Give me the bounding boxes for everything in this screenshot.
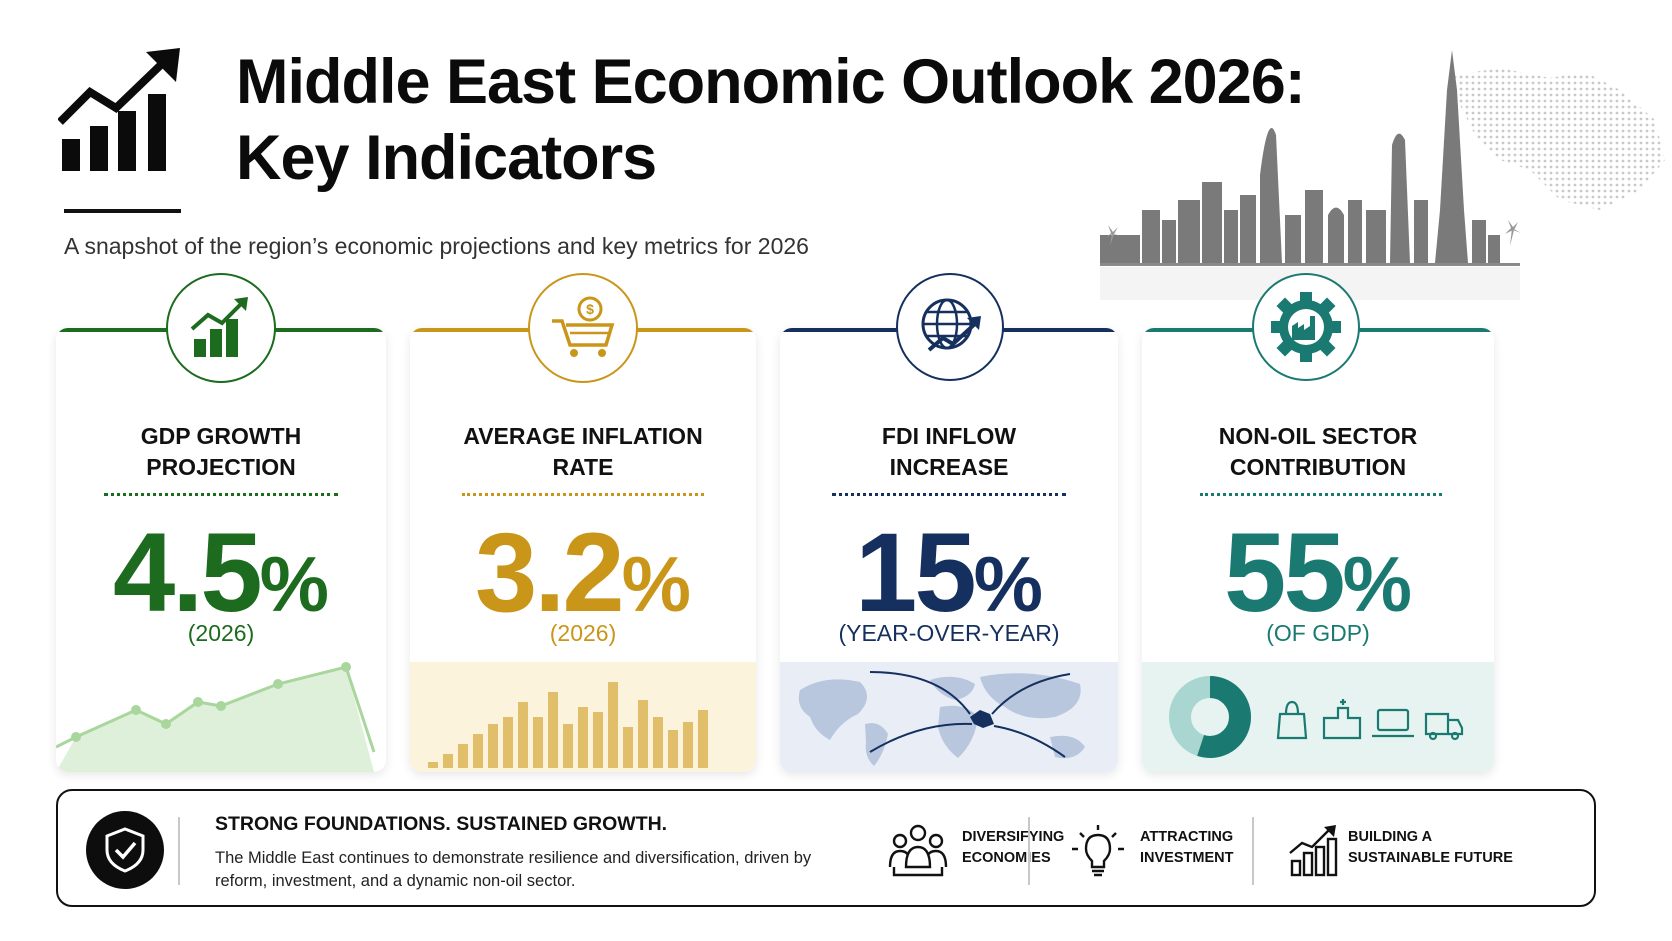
pillar-label: ATTRACTING INVESTMENT bbox=[1140, 829, 1234, 866]
fdi-inflow-card: FDI INFLOW INCREASE 15% (YEAR-OVER-YEAR) bbox=[780, 328, 1118, 772]
growth-bar-chart-icon bbox=[58, 48, 180, 171]
card-dotted-divider bbox=[104, 493, 338, 496]
rising-bars-icon bbox=[1289, 825, 1338, 877]
card-label: AVERAGE INFLATION RATE bbox=[463, 423, 703, 480]
growth-chart-icon bbox=[166, 273, 276, 383]
pillar-label: BUILDING A SUSTAINABLE FUTURE bbox=[1348, 829, 1513, 866]
summary-text: The Middle East continues to demonstrate… bbox=[215, 849, 812, 890]
sector-share-decoration bbox=[1142, 662, 1494, 772]
panel-divider bbox=[178, 817, 180, 885]
card-value: 3.2% bbox=[474, 510, 692, 635]
non-oil-sector-card: NON-OIL SECTOR CONTRIBUTION 55% (OF GDP) bbox=[1142, 328, 1494, 772]
summary-heading: STRONG FOUNDATIONS. SUSTAINED GROWTH. bbox=[215, 813, 668, 835]
shopping-cart-dollar-icon: $ bbox=[528, 273, 638, 383]
pillar-attracting-investment: ATTRACTING INVESTMENT bbox=[1070, 817, 1250, 881]
card-label: NON-OIL SECTOR CONTRIBUTION bbox=[1218, 423, 1418, 480]
pillar-label: DIVERSIFYING ECONOMIES bbox=[962, 829, 1065, 866]
page-subtitle: A snapshot of the region’s economic proj… bbox=[64, 233, 809, 259]
world-map-flows-decoration bbox=[780, 662, 1118, 772]
pillar-diversifying-economies: DIVERSIFYING ECONOMIES bbox=[888, 817, 1068, 881]
globe-arrow-icon bbox=[896, 273, 1004, 381]
summary-panel: STRONG FOUNDATIONS. SUSTAINED GROWTH. Th… bbox=[56, 789, 1596, 907]
inflation-rate-card: AVERAGE INFLATION RATE 3.2% (2026) bbox=[410, 328, 756, 772]
gdp-growth-card: GDP GROWTH PROJECTION 4.5% (2026) bbox=[56, 328, 386, 772]
bar-histogram-decoration bbox=[410, 662, 756, 772]
donut-share-arc bbox=[1169, 676, 1251, 758]
panel-divider bbox=[1028, 817, 1030, 885]
card-dotted-divider bbox=[832, 493, 1066, 496]
card-value: 4.5% bbox=[112, 510, 330, 635]
card-dotted-divider bbox=[1200, 493, 1442, 496]
card-note: (2026) bbox=[187, 620, 255, 646]
card-value: 15% bbox=[855, 510, 1043, 635]
card-note: (YEAR-OVER-YEAR) bbox=[838, 620, 1060, 646]
card-label: FDI INFLOW INCREASE bbox=[881, 423, 1017, 480]
city-skyline-illustration bbox=[1100, 50, 1665, 300]
card-label: GDP GROWTH PROJECTION bbox=[140, 423, 302, 480]
pillar-sustainable-future: BUILDING A SUSTAINABLE FUTURE bbox=[1288, 817, 1588, 881]
shield-check-icon bbox=[86, 811, 164, 889]
factory-gear-icon bbox=[1252, 273, 1360, 381]
page-title: Middle East Economic Outlook 2026: Key I… bbox=[236, 47, 1306, 193]
header-rule bbox=[64, 209, 181, 213]
panel-divider bbox=[1252, 817, 1254, 885]
people-group-icon bbox=[888, 824, 948, 877]
card-note: (OF GDP) bbox=[1266, 620, 1370, 646]
trend-line-decoration bbox=[56, 662, 376, 772]
lightbulb-icon bbox=[1072, 825, 1124, 877]
card-dotted-divider bbox=[462, 493, 704, 496]
card-value: 55% bbox=[1224, 510, 1412, 635]
card-note: (2026) bbox=[549, 620, 617, 646]
svg-text:$: $ bbox=[586, 301, 594, 317]
